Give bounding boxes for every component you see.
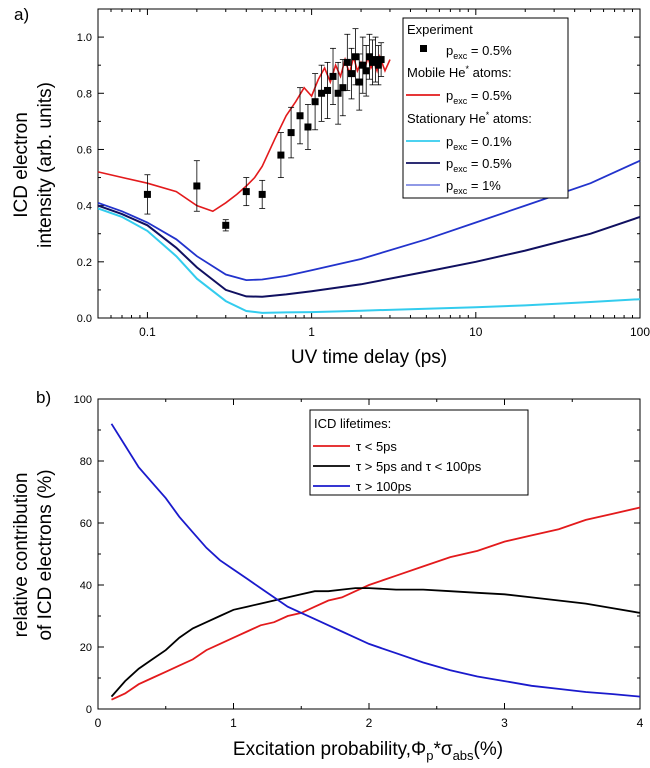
series-tau-lt-5ps (111, 506, 641, 701)
x-tick-label: 3 (501, 716, 508, 730)
panel-b-legend-box (309, 409, 529, 496)
y-tick-label: 0.8 (77, 88, 92, 100)
experiment-point (242, 188, 250, 196)
panel-a-label: a) (14, 5, 29, 24)
experiment-point (362, 67, 370, 75)
panel-a-y-axis-label: ICD electron intensity (arb. units) (11, 82, 56, 248)
legend-b-series-2-label: τ > 5ps and τ < 100ps (356, 459, 482, 474)
x-tick-label: 100 (630, 325, 650, 339)
experiment-point (193, 182, 201, 190)
experiment-point (351, 53, 359, 61)
y-tick-label: 0.0 (77, 313, 92, 325)
experiment-point (287, 129, 295, 137)
experiment-point (329, 72, 337, 80)
experiment-point (311, 98, 319, 106)
experiment-point (334, 89, 342, 97)
legend-mobile-header: Mobile He* atoms: (407, 64, 512, 80)
y-tick-label: 40 (80, 580, 92, 592)
experiment-point (277, 151, 285, 159)
legend-stationary-05-label: pexc = 0.5% (446, 156, 512, 174)
experiment-point (374, 61, 382, 69)
y-tick-label: 0.4 (77, 201, 92, 213)
stationary-curve-05 (97, 204, 641, 298)
experiment-point (365, 53, 373, 61)
experiment-point (343, 58, 351, 66)
x-tick-label: 1 (230, 716, 237, 730)
experiment-point (143, 190, 151, 198)
x-tick-label: 4 (637, 716, 644, 730)
panel-a-y-label-line2: intensity (arb. units) (35, 82, 56, 248)
panel-a-curves (97, 53, 641, 314)
x-tick-label: 10 (469, 325, 483, 339)
panel-a-y-label-line1: ICD electron (11, 112, 32, 218)
y-tick-label: 100 (74, 394, 92, 406)
panel-a: a) 0.1 1 10 100 0.0 0.2 0.4 0.6 0.8 1.0 UV time … (11, 5, 650, 368)
legend-stationary-01-label: pexc = 0.1% (446, 134, 512, 152)
experiment-point (318, 89, 326, 97)
x-tick-label: 0 (95, 716, 102, 730)
panel-b-y-label-line2: of ICD electrons (%) (35, 469, 56, 640)
legend-stationary-header: Stationary He* atoms: (407, 110, 532, 126)
experiment-point (355, 78, 363, 86)
experiment-point (258, 190, 266, 198)
series-tau-gt-100ps (110, 423, 641, 698)
legend-experiment-header: Experiment (407, 22, 473, 37)
y-tick-label: 60 (80, 518, 92, 530)
panel-a-legend: Experiment pexc = 0.5% Mobile He* atoms:… (402, 17, 569, 199)
panel-b-x-axis-label: Excitation probability,Φp*σabs(%) (233, 739, 503, 763)
experiment-point (377, 56, 385, 64)
series-tau-5-100ps (110, 587, 641, 698)
panel-a-x-ticks: 0.1 1 10 100 (97, 9, 650, 339)
panel-b-curves (110, 423, 641, 701)
y-tick-label: 1.0 (77, 32, 92, 44)
panel-a-legend-box (402, 17, 569, 199)
experiment-point (324, 86, 332, 94)
stationary-curve-1 (97, 159, 641, 282)
y-tick-label: 0.6 (77, 144, 92, 156)
experiment-point (222, 221, 230, 229)
panel-b-y-axis-label: relative contribution of ICD electrons (… (11, 469, 56, 640)
panel-a-plot-frame (97, 8, 641, 319)
panel-b-x-ticks: 0 1 2 3 4 (95, 399, 644, 730)
legend-experiment-label: pexc = 0.5% (446, 43, 512, 61)
legend-stationary-1-label: pexc = 1% (446, 178, 501, 196)
legend-mobile-label: pexc = 0.5% (446, 88, 512, 106)
panel-a-experiment-points (143, 28, 385, 232)
panel-b: b) 0 1 2 3 4 0 20 40 60 80 100 Excitation probabi… (11, 388, 644, 763)
y-tick-label: 0 (86, 704, 92, 716)
panel-b-y-ticks: 0 20 40 60 80 100 (74, 394, 640, 716)
experiment-point (296, 112, 304, 120)
legend-b-series-1-label: τ < 5ps (356, 439, 397, 454)
experiment-point (372, 56, 380, 64)
experiment-point (304, 123, 312, 131)
legend-b-title: ICD lifetimes: (314, 416, 391, 431)
y-tick-label: 20 (80, 642, 92, 654)
experiment-point (348, 70, 356, 78)
experiment-point (359, 61, 367, 69)
y-tick-label: 0.2 (77, 257, 92, 269)
panel-a-y-ticks: 0.0 0.2 0.4 0.6 0.8 1.0 (77, 8, 640, 325)
x-tick-label: 1 (308, 325, 315, 339)
legend-b-series-3-label: τ > 100ps (356, 479, 412, 494)
legend-experiment-marker (420, 45, 427, 52)
panel-b-y-label-line1: relative contribution (11, 473, 32, 638)
panel-b-legend: ICD lifetimes: τ < 5ps τ > 5ps and τ < 1… (309, 409, 529, 496)
x-tick-label: 2 (366, 716, 373, 730)
stationary-curve-01 (97, 207, 641, 314)
experiment-point (339, 84, 347, 92)
panel-a-x-axis-label: UV time delay (ps) (291, 347, 447, 368)
panel-b-label: b) (36, 388, 51, 407)
x-tick-label: 0.1 (139, 325, 156, 339)
y-tick-label: 80 (80, 456, 92, 468)
